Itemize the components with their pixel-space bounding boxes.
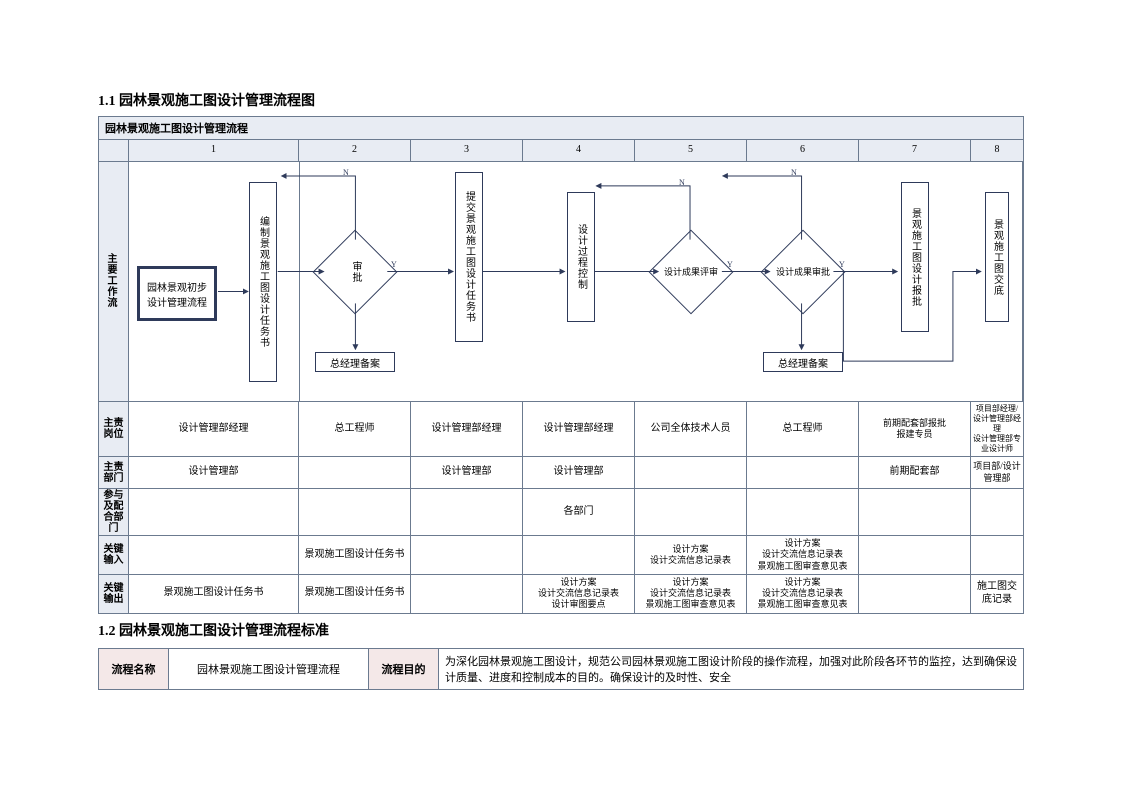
diagram-title: 园林景观施工图设计管理流程 <box>99 117 1023 140</box>
node-gm-record-1: 总经理备案 <box>315 352 395 372</box>
label-yes: Y <box>391 260 397 269</box>
cell <box>129 489 299 536</box>
cell <box>635 489 747 536</box>
process-name-label: 流程名称 <box>99 648 169 689</box>
cell <box>971 536 1023 575</box>
label-no: N <box>679 178 685 187</box>
cell <box>411 575 523 613</box>
label-yes: Y <box>727 260 733 269</box>
row-label: 参与及配合部门 <box>99 489 129 536</box>
cell: 设计管理部经理 <box>129 402 299 457</box>
node-review: 设计成果评审 <box>661 242 721 302</box>
cell: 项目部经理/设计管理部经理设计管理部专业设计师 <box>971 402 1023 457</box>
col-header: 6 <box>747 140 859 162</box>
cell <box>747 489 859 536</box>
row-coop: 参与及配合部门 各部门 <box>99 489 1023 536</box>
cell: 设计方案设计交流信息记录表景观施工图审查意见表 <box>747 536 859 575</box>
section-heading-2: 1.2 园林景观施工图设计管理流程标准 <box>98 620 1024 640</box>
row-dept: 主责部门 设计管理部 设计管理部 设计管理部 前期配套部 项目部/设计管理部 <box>99 457 1023 489</box>
column-header-row: 1 2 3 4 5 6 7 8 <box>99 140 1023 162</box>
col-header: 4 <box>523 140 635 162</box>
cell: 设计管理部经理 <box>411 402 523 457</box>
row-label: 主责部门 <box>99 457 129 489</box>
row-label: 关键输入 <box>99 536 129 575</box>
row-position: 主责岗位 设计管理部经理 总工程师 设计管理部经理 设计管理部经理 公司全体技术… <box>99 402 1023 457</box>
cell <box>859 489 971 536</box>
cell: 设计管理部 <box>411 457 523 489</box>
cell: 设计方案设计交流信息记录表景观施工图审查意见表 <box>635 575 747 613</box>
cell: 总工程师 <box>299 402 411 457</box>
node-process-control: 设计过程控制 <box>567 192 595 322</box>
cell: 各部门 <box>523 489 635 536</box>
col-header: 7 <box>859 140 971 162</box>
process-name-value: 园林景观施工图设计管理流程 <box>169 648 369 689</box>
process-goal-value: 为深化园林景观施工图设计，规范公司园林景观施工图设计阶段的操作流程，加强对此阶段… <box>439 648 1024 689</box>
cell <box>523 536 635 575</box>
process-goal-label: 流程目的 <box>369 648 439 689</box>
node-disclosure: 景观施工图交底 <box>985 192 1009 322</box>
cell: 设计方案设计交流信息记录表景观施工图审查意见表 <box>747 575 859 613</box>
flowchart-container: 园林景观施工图设计管理流程 1 2 3 4 5 6 7 8 主要工作流 园林景观… <box>98 116 1024 614</box>
cell: 设计方案设计交流信息记录表设计审图要点 <box>523 575 635 613</box>
cell <box>411 489 523 536</box>
col-header: 2 <box>299 140 411 162</box>
cell: 总工程师 <box>747 402 859 457</box>
row-key-in: 关键输入 景观施工图设计任务书 设计方案设计交流信息记录表 设计方案设计交流信息… <box>99 536 1023 575</box>
header-corner <box>99 140 129 162</box>
cell: 项目部/设计管理部 <box>971 457 1023 489</box>
cell <box>971 489 1023 536</box>
col-header: 3 <box>411 140 523 162</box>
row-label: 主责岗位 <box>99 402 129 457</box>
label-yes: Y <box>839 260 845 269</box>
cell <box>635 457 747 489</box>
cell: 景观施工图设计任务书 <box>299 536 411 575</box>
cell <box>129 536 299 575</box>
node-submit-task: 提交景观施工图设计任务书 <box>455 172 483 342</box>
node-start: 园林景观初步设计管理流程 <box>137 266 217 321</box>
row-label: 关键输出 <box>99 575 129 613</box>
cell: 设计管理部 <box>523 457 635 489</box>
swimlane-label: 主要工作流 <box>99 162 129 402</box>
cell <box>411 536 523 575</box>
swimlane-canvas: 园林景观初步设计管理流程 编制景观施工图设计任务书 审批 总经理备案 提交景观施… <box>129 162 1022 401</box>
label-no: N <box>791 168 797 177</box>
cell: 设计管理部 <box>129 457 299 489</box>
standard-table: 流程名称 园林景观施工图设计管理流程 流程目的 为深化园林景观施工图设计，规范公… <box>98 648 1024 690</box>
cell <box>299 457 411 489</box>
cell: 前期配套部 <box>859 457 971 489</box>
cell: 设计方案设计交流信息记录表 <box>635 536 747 575</box>
col-header: 5 <box>635 140 747 162</box>
cell: 施工图交底记录 <box>971 575 1023 613</box>
col-header: 1 <box>129 140 299 162</box>
row-key-out: 关键输出 景观施工图设计任务书 景观施工图设计任务书 设计方案设计交流信息记录表… <box>99 575 1023 613</box>
node-approve-1: 审批 <box>325 242 385 302</box>
node-approve-2: 设计成果审批 <box>773 242 833 302</box>
col-header: 8 <box>971 140 1023 162</box>
node-task-book: 编制景观施工图设计任务书 <box>249 182 277 382</box>
cell: 前期配套部报批报建专员 <box>859 402 971 457</box>
cell <box>859 536 971 575</box>
node-gm-record-2: 总经理备案 <box>763 352 843 372</box>
cell: 景观施工图设计任务书 <box>129 575 299 613</box>
label-no: N <box>343 168 349 177</box>
cell: 设计管理部经理 <box>523 402 635 457</box>
cell <box>859 575 971 613</box>
cell <box>299 489 411 536</box>
cell: 景观施工图设计任务书 <box>299 575 411 613</box>
cell <box>747 457 859 489</box>
section-heading-1: 1.1 园林景观施工图设计管理流程图 <box>98 90 1024 110</box>
cell: 公司全体技术人员 <box>635 402 747 457</box>
node-report-approval: 景观施工图设计报批 <box>901 182 929 332</box>
